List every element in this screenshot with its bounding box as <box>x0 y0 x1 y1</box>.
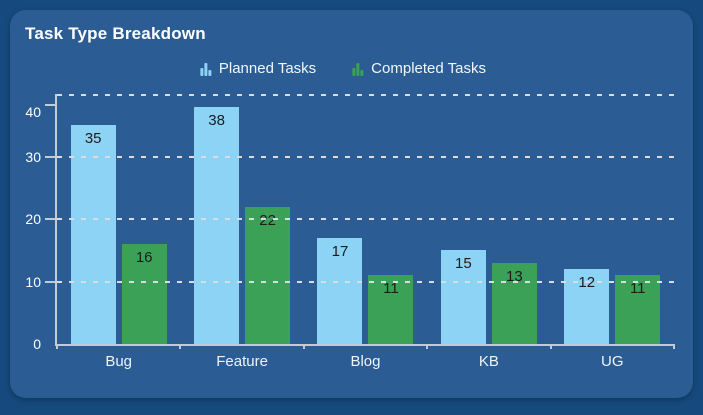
bar-value-label: 16 <box>135 249 153 266</box>
x-axis-label-blog: Blog <box>350 353 381 370</box>
chart-title: Task Type Breakdown <box>25 24 206 43</box>
bar-value-label: 35 <box>84 130 102 148</box>
bar-value-label: 11 <box>629 280 646 298</box>
bar-blog-planned-tasks[interactable]: 17 <box>317 237 363 344</box>
x-axis-label-kb: KB <box>478 353 499 370</box>
bar-value-label: 12 <box>578 274 596 291</box>
legend-bar-chart-icon <box>199 63 211 76</box>
x-axis-label-feature: Feature <box>216 353 268 370</box>
y-axis-label-0: 0 <box>33 336 41 352</box>
bar-group-blog: 17 11 Blog <box>317 94 414 370</box>
x-axis-label-bug: Bug <box>105 353 133 370</box>
bar-kb-planned-tasks[interactable]: 15 <box>440 250 486 344</box>
bar-blog-completed-tasks[interactable]: 11 <box>368 275 414 344</box>
gridline-30 <box>57 155 674 158</box>
plot-area: 35 16 Bug 38 22 Feature 17 11 Blog 15 13 KB 12 11 UG 0… <box>25 94 675 370</box>
bar-feature-planned-tasks[interactable]: 38 <box>194 106 240 344</box>
x-tick <box>549 344 552 349</box>
bar-value-label: 15 <box>455 255 472 273</box>
y-tick-40 <box>45 104 55 106</box>
x-axis-label-ug: UG <box>601 353 624 370</box>
bar-group-bug: 35 16 Bug <box>70 94 167 370</box>
bar-group-kb: 15 13 KB <box>440 94 537 370</box>
y-tick-10 <box>45 280 55 283</box>
x-tick <box>179 344 182 349</box>
y-axis-label-10: 10 <box>25 273 41 290</box>
gridline-20 <box>57 218 674 220</box>
x-tick <box>426 344 429 349</box>
bar-ug-completed-tasks[interactable]: 11 <box>615 275 661 344</box>
bar-value-label: 38 <box>208 111 225 129</box>
bar-group-feature: 38 22 Feature <box>194 94 291 370</box>
gridline-40 <box>57 94 674 96</box>
legend-label: Completed Tasks <box>371 60 486 77</box>
x-tick <box>673 344 675 349</box>
y-axis-label-40: 40 <box>25 104 41 120</box>
bar-value-label: 22 <box>259 211 276 229</box>
x-tick <box>56 344 58 349</box>
chart-card: Task Type Breakdown Planned Tasks Complet… <box>10 10 693 398</box>
bar-value-label: 11 <box>383 280 399 298</box>
x-tick <box>302 344 305 349</box>
y-tick-20 <box>45 218 55 220</box>
y-axis-label-30: 30 <box>25 148 41 165</box>
legend-item-completed-tasks[interactable]: Completed Tasks <box>352 61 486 76</box>
bar-bug-completed-tasks[interactable]: 16 <box>121 244 167 344</box>
bar-value-label: 17 <box>331 242 349 260</box>
legend-bar-chart-icon <box>352 63 364 76</box>
gridline-10 <box>57 280 674 283</box>
legend: Planned Tasks Completed Tasks <box>199 60 486 77</box>
y-tick-30 <box>45 155 55 158</box>
bar-feature-completed-tasks[interactable]: 22 <box>245 206 291 344</box>
legend-item-planned-tasks[interactable]: Planned Tasks <box>199 60 317 77</box>
bar-kb-completed-tasks[interactable]: 13 <box>491 262 537 344</box>
legend-label: Planned Tasks <box>218 60 317 77</box>
bar-groups: 35 16 Bug 38 22 Feature 17 11 Blog 15 13 KB 12 11 UG <box>57 94 674 370</box>
bar-bug-planned-tasks[interactable]: 35 <box>70 125 116 344</box>
y-axis-label-20: 20 <box>25 211 41 227</box>
